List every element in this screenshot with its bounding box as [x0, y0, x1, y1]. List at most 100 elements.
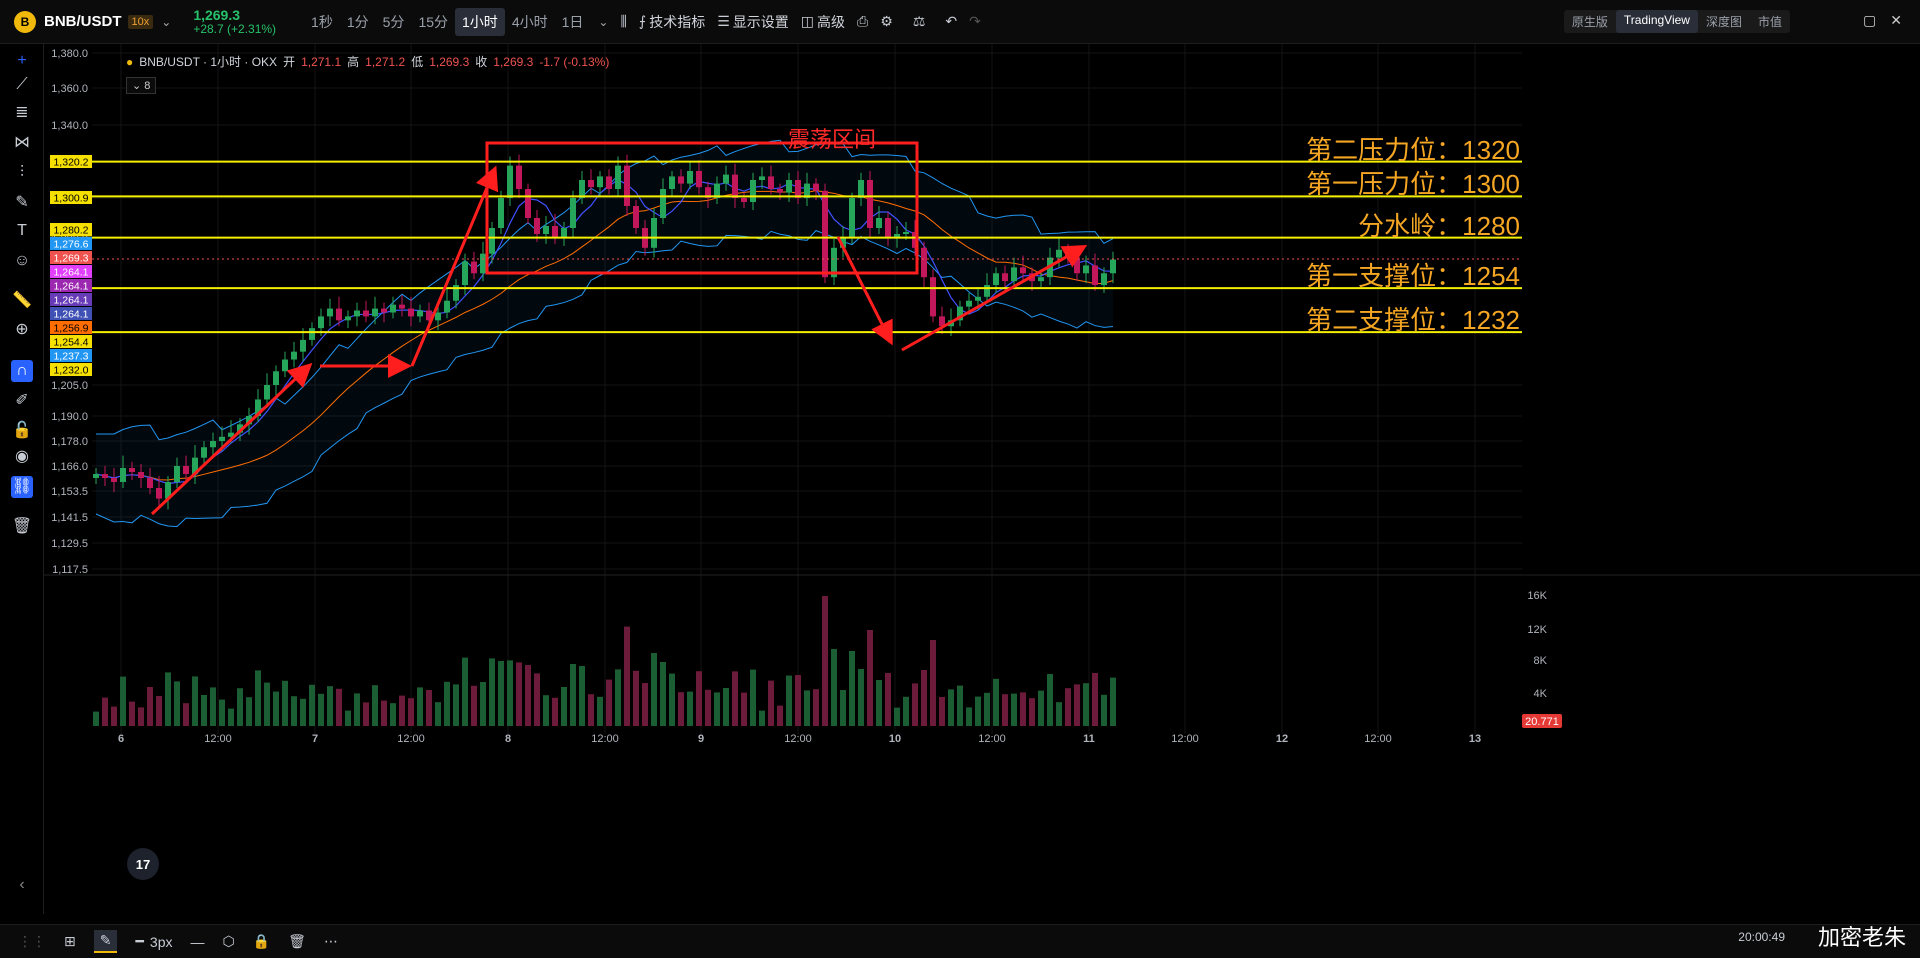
timeframe-6[interactable]: 1日	[561, 13, 584, 30]
volume-bar-12	[201, 695, 207, 726]
candle-body-109	[1074, 257, 1080, 274]
settings-button[interactable]: ⚙	[880, 13, 893, 30]
volume-bar-7	[156, 696, 162, 726]
layout-icon[interactable]: ⊞	[64, 933, 76, 949]
chevron-down-icon[interactable]: ⌄	[161, 14, 172, 29]
timeframe-5[interactable]: 4小时	[511, 13, 548, 30]
volume-bar-22	[291, 696, 297, 726]
volume-bar-47	[516, 662, 522, 726]
ma-20-line	[95, 190, 1114, 481]
price-tag-0: 1,320.2	[53, 157, 88, 169]
candle-body-1	[102, 474, 108, 478]
lock-draw-icon[interactable]: ✐	[15, 392, 29, 409]
timeframe-3[interactable]: 15分	[418, 13, 449, 30]
timeframe-0[interactable]: 1秒	[311, 13, 333, 30]
crosshair-icon[interactable]: +	[17, 52, 27, 69]
volume-bar-76	[777, 705, 783, 726]
collapse-icon[interactable]: ‹	[19, 876, 25, 893]
volume-bar-23	[300, 698, 306, 726]
volume-bar-50	[543, 695, 549, 726]
candle-body-9	[174, 466, 180, 482]
timeframe-4[interactable]: 1小时	[455, 7, 505, 36]
line-type-icon[interactable]: —	[190, 933, 205, 950]
volume-bar-17	[246, 697, 252, 726]
timeframe-dropdown-icon[interactable]: ⌄	[598, 14, 609, 29]
volume-bar-15	[228, 708, 234, 726]
delete-drawing-icon[interactable]: 🗑	[288, 933, 306, 949]
emoji-icon[interactable]: ☺	[13, 252, 31, 269]
vol-tick-1: 12K	[1527, 624, 1547, 636]
price-tag-bg-1	[50, 191, 92, 204]
chart-type-button[interactable]: ⫼	[620, 13, 626, 30]
price-tag-2: 1,280.2	[53, 225, 88, 237]
more-icon[interactable]: ⋯	[323, 933, 338, 949]
hexagon-icon[interactable]: ⬡	[222, 933, 235, 949]
volume-bar-110	[1083, 683, 1089, 726]
pattern-icon[interactable]: ⋈	[14, 134, 30, 151]
line-style-icon[interactable]: ━	[135, 933, 144, 949]
tradingview-logo: 17	[127, 848, 159, 880]
redo-button[interactable]: ↷	[969, 13, 981, 30]
volume-bar-91	[912, 683, 918, 726]
drag-handle-icon[interactable]: ⋮⋮	[18, 933, 46, 949]
link-icon[interactable]: ⛓	[11, 476, 33, 498]
candle-body-26	[327, 308, 333, 317]
pencil-icon[interactable]: ✎	[93, 930, 118, 953]
view-tab-3[interactable]: 市值	[1757, 15, 1782, 29]
view-tab-0[interactable]: 原生版	[1571, 15, 1608, 29]
price-chart[interactable]: 1,380.01,360.01,340.01,320.01,300.01,280…	[0, 44, 1920, 924]
volume-bar-80	[813, 689, 819, 726]
text-icon[interactable]: T	[17, 222, 27, 239]
y-tick-10: 1,153.5	[51, 486, 88, 498]
compare-button[interactable]: ⚖	[913, 13, 926, 30]
candle-body-34	[399, 304, 405, 309]
view-tab-1[interactable]: TradingView	[1615, 10, 1698, 33]
display-settings-button[interactable]: ☰ 显示设置	[717, 12, 789, 32]
close-icon[interactable]: ✕	[1890, 12, 1902, 28]
snapshot-button[interactable]: ⎙	[857, 13, 868, 30]
candle-body-49	[534, 218, 540, 234]
high-value: 1,271.2	[365, 54, 406, 69]
undo-button[interactable]: ↶	[945, 13, 957, 30]
candle-body-82	[831, 247, 837, 278]
last-price: 1,269.3	[193, 6, 241, 23]
volume-bar-8	[165, 672, 171, 726]
candle-body-40	[453, 285, 459, 301]
tech-indicators-button[interactable]: ⨍ 技术指标	[639, 12, 705, 32]
candle-body-6	[147, 478, 153, 488]
fullscreen-icon[interactable]: ▢	[1863, 12, 1877, 28]
advanced-button[interactable]: ◫ 高级	[801, 12, 845, 32]
candle-body-58	[615, 165, 621, 189]
low-label: 低	[411, 55, 424, 69]
volume-bar-10	[183, 703, 189, 726]
volume-bar-49	[534, 673, 540, 726]
candle-body-70	[723, 174, 729, 184]
price-tag-6: 1,264.1	[53, 281, 88, 293]
lock-icon[interactable]: 🔓	[12, 422, 32, 439]
timeframe-2[interactable]: 5分	[382, 13, 405, 30]
eye-icon[interactable]: ◉	[15, 448, 29, 465]
timeframe-selector: 1秒 1分 5分 15分 1小时 4小时 1日	[304, 7, 590, 36]
symbol-name[interactable]: BNB/USDT	[44, 13, 122, 30]
trendline-icon[interactable]: ⟋	[16, 76, 28, 93]
fib-icon[interactable]: ≣	[15, 104, 29, 121]
forecast-icon[interactable]: ⫶	[19, 164, 24, 181]
time-axis: 6 12:00 7 12:00 8 12:00 9 12:00 10 12:00 11 12:00 12…	[118, 733, 1481, 745]
volume-bar-83	[840, 690, 846, 726]
indicator-toggle[interactable]: ⌄ 8	[126, 77, 157, 94]
trash-icon[interactable]: 🗑	[11, 518, 33, 535]
ruler-icon[interactable]: 📏	[12, 292, 32, 309]
price-tag-bg-11	[50, 349, 92, 362]
lock-drawing-icon[interactable]: 🔒	[252, 933, 271, 949]
candle-body-65	[678, 176, 684, 184]
stroke-width[interactable]: 3px	[149, 933, 173, 950]
candle-body-32	[381, 308, 387, 313]
y-tick-6: 1,205.0	[51, 380, 88, 392]
view-tab-2[interactable]: 深度图	[1705, 15, 1742, 29]
brush-icon[interactable]: ✎	[15, 194, 29, 211]
last-volume-value: 20.771	[1525, 716, 1559, 728]
candle-body-15	[228, 432, 234, 437]
timeframe-1[interactable]: 1分	[346, 13, 369, 30]
zoom-icon[interactable]: ⊕	[15, 321, 29, 338]
magnet-icon[interactable]: ∩	[11, 360, 33, 382]
